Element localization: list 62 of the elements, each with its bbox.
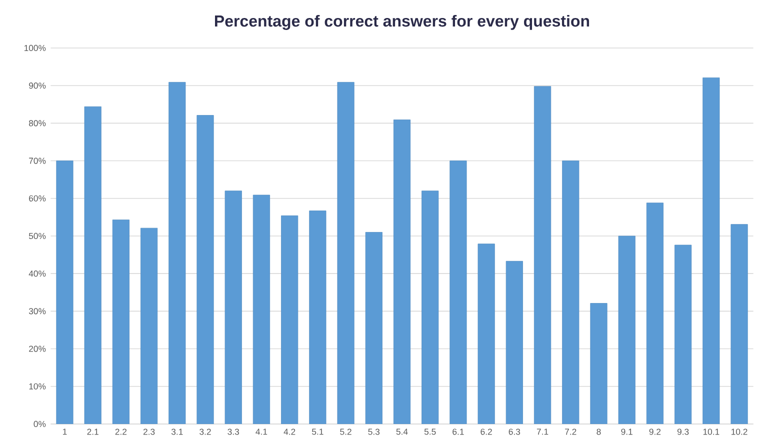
x-tick-label: 6.2 [480,428,492,435]
x-tick-label: 6.1 [452,428,464,435]
y-tick-label: 60% [29,195,46,202]
bar [225,190,242,424]
bar [309,210,326,424]
x-tick-label: 1 [62,428,67,435]
x-tick-label: 9.2 [649,428,661,435]
y-tick-label: 90% [29,82,46,89]
bar [674,245,692,424]
x-tick-label: 10.2 [732,428,748,435]
chart-title: Percentage of correct answers for every question [215,14,590,30]
x-tick-label: 5.3 [368,428,380,435]
bar [534,86,551,424]
y-tick-label: 30% [28,308,46,314]
x-tick-label: 5.4 [396,428,408,435]
bar [702,78,720,424]
x-tick-label: 5.2 [340,428,352,435]
x-tick-label: 5.5 [424,428,436,435]
bar [450,160,467,424]
x-tick-label: 10.1 [703,428,720,435]
y-tick-label: 50% [28,232,46,240]
x-tick-label: 8 [596,428,601,435]
bar [112,220,130,424]
bar [562,160,579,424]
bar [478,244,495,424]
x-tick-label: 9.3 [677,428,689,435]
y-tick-label: 70% [29,158,46,164]
x-tick-label: 3.3 [228,428,239,435]
y-tick-label: 40% [28,270,46,277]
x-tick-label: 7.2 [565,428,576,435]
bar [84,106,102,424]
bar [140,228,158,424]
x-tick-label: 3.1 [171,428,183,435]
y-tick-label: 80% [28,120,46,126]
bar [337,82,354,424]
x-tick-label: 9.1 [621,428,632,435]
bar [366,232,382,424]
x-tick-label: 4.2 [284,428,296,435]
x-tick-label: 5.1 [312,428,324,435]
y-tick-label: 0% [34,420,46,428]
bar [394,120,410,424]
x-tick-label: 7.1 [536,428,548,435]
x-tick-label: 3.2 [200,428,211,435]
bar [56,160,74,424]
bar [196,115,214,424]
bar [168,82,186,424]
y-tick-label: 20% [29,346,46,352]
bar [590,303,608,424]
bar [253,195,270,424]
y-tick-label: 100% [24,44,46,52]
bar [281,216,298,424]
bar [730,224,748,424]
x-tick-label: 2.1 [87,428,98,435]
x-tick-label: 2.3 [143,428,155,435]
y-tick-label: 10% [29,383,46,390]
x-tick-label: 6.3 [508,428,520,435]
bar [646,202,664,424]
bar [422,190,438,424]
bar [618,236,636,424]
x-tick-label: 4.1 [256,428,268,435]
x-tick-label: 2.2 [115,428,127,435]
bar [506,261,523,424]
